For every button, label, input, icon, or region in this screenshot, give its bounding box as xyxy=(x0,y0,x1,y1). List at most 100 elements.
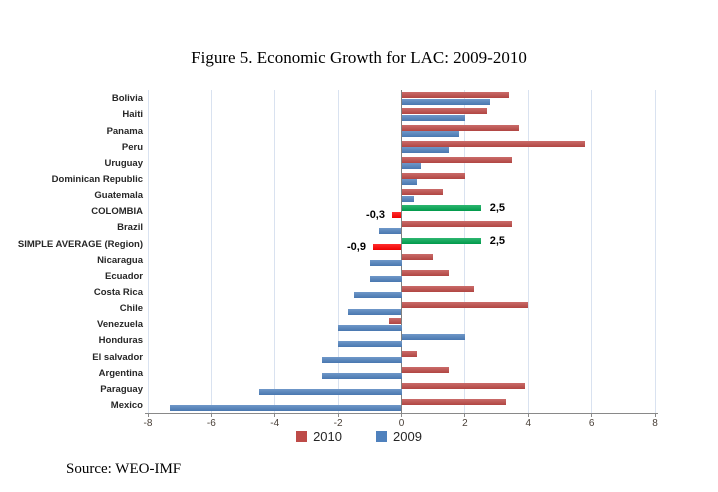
bar-2010-honduras xyxy=(401,334,465,341)
category-label-haiti: Haiti xyxy=(122,109,143,121)
bar-2010-ecuador xyxy=(401,269,450,276)
chart-title: Figure 5. Economic Growth for LAC: 2009-… xyxy=(191,48,527,67)
bar-2010-chile xyxy=(401,302,529,309)
legend-item-2010: 2010 xyxy=(296,429,342,444)
bar-2010-panama xyxy=(401,124,519,131)
bar-2010-costa-rica xyxy=(401,286,475,292)
category-label-ecuador: Ecuador xyxy=(104,270,143,282)
category-label-colombia: COLOMBIA xyxy=(91,206,143,218)
bar-2009-mexico xyxy=(170,405,402,412)
source-text: Source: WEO-IMF xyxy=(66,461,182,477)
category-label-chile: Chile xyxy=(119,303,143,315)
gridline xyxy=(210,90,212,413)
tick-mark xyxy=(654,413,656,417)
tick-label: -8 xyxy=(143,418,153,429)
tick-label: 2 xyxy=(462,418,468,429)
gridline xyxy=(527,90,529,413)
bar-2010-mexico xyxy=(401,399,507,406)
bar-2010-dominican-republic xyxy=(401,172,465,179)
bar-2009-colombia xyxy=(391,211,402,218)
category-label-venezuela: Venezuela xyxy=(97,319,143,331)
bar-2009-panama xyxy=(401,130,459,137)
tick-label: -6 xyxy=(206,418,216,429)
category-label-simple-average-region: SIMPLE AVERAGE (Region) xyxy=(17,238,143,250)
tick-mark xyxy=(591,413,593,417)
tick-label: 8 xyxy=(652,418,658,429)
category-label-mexico: Mexico xyxy=(110,400,143,412)
x-axis-line xyxy=(145,413,658,414)
plot-area: -8 -6 -4 -2 0 2 4 6 8 2,5 -0,3 2,5 -0,9 xyxy=(144,90,658,429)
tick-label: 4 xyxy=(525,418,532,429)
category-label-costa-rica: Costa Rica xyxy=(93,287,143,298)
bar-2009-argentina xyxy=(322,373,402,380)
bar-2010-bolivia xyxy=(401,92,510,99)
bar-2009-ecuador xyxy=(369,276,402,283)
category-label-guatemala: Guatemala xyxy=(94,190,143,202)
tick-label: 6 xyxy=(588,418,595,429)
category-label-panama: Panama xyxy=(106,125,143,137)
legend-swatch-2009 xyxy=(376,431,387,442)
category-axis-labels: Bolivia Haiti Panama Peru Uruguay Dominican R… xyxy=(0,90,143,413)
bar-2009-nicaragua xyxy=(369,260,402,267)
gridline xyxy=(654,90,656,413)
bar-2009-el-salvador xyxy=(322,357,402,363)
bar-2009-bolivia xyxy=(401,98,491,105)
legend: 2010 2009 xyxy=(0,429,718,444)
legend-swatch-2010 xyxy=(296,431,308,442)
bar-2010-peru xyxy=(401,140,586,147)
legend-item-2009: 2009 xyxy=(376,429,422,444)
data-label-2009-colombia: -0,3 xyxy=(366,208,385,221)
bar-2010-guatemala xyxy=(401,189,443,196)
tick-mark xyxy=(210,413,212,417)
bar-2009-brazil xyxy=(379,227,402,234)
bar-2010-simple-average-region xyxy=(401,237,481,244)
bar-2009-costa-rica xyxy=(353,292,402,299)
tick-mark xyxy=(274,413,276,417)
tick-mark xyxy=(527,413,529,417)
legend-label-2010: 2010 xyxy=(313,429,342,444)
bar-2009-chile xyxy=(347,308,402,315)
category-label-uruguay: Uruguay xyxy=(104,157,143,169)
bar-2009-honduras xyxy=(338,340,402,347)
bar-2010-el-salvador xyxy=(401,350,418,357)
gridline xyxy=(591,90,593,413)
data-label-2010-simple-average-region: 2,5 xyxy=(489,234,506,247)
category-label-el-salvador: El salvador xyxy=(92,351,143,363)
bar-2010-haiti xyxy=(401,108,488,115)
data-label-2009-simple-average-region: -0,9 xyxy=(347,240,366,253)
category-label-paraguay: Paraguay xyxy=(100,383,143,395)
category-label-brazil: Brazil xyxy=(117,222,143,234)
category-label-nicaragua: Nicaragua xyxy=(97,254,143,266)
tick-mark xyxy=(464,413,466,417)
bar-2009-haiti xyxy=(401,114,465,121)
bar-2010-argentina xyxy=(401,366,450,373)
category-label-peru: Peru xyxy=(121,141,143,153)
bar-2009-dominican-republic xyxy=(401,179,418,186)
bar-2009-simple-average-region xyxy=(372,243,402,250)
category-label-dominican-republic: Dominican Republic xyxy=(51,173,143,185)
data-label-2010-colombia: 2,5 xyxy=(489,202,506,215)
tick-label: -2 xyxy=(333,418,343,429)
bar-2009-peru xyxy=(401,147,450,154)
gridline xyxy=(274,90,276,413)
bar-2010-nicaragua xyxy=(401,253,434,260)
bar-2010-brazil xyxy=(401,221,513,228)
tick-label: 0 xyxy=(398,418,405,429)
zero-axis-line xyxy=(401,90,402,413)
bar-2010-uruguay xyxy=(401,156,513,163)
tick-mark xyxy=(337,413,339,417)
tick-label: -4 xyxy=(270,418,280,429)
tick-mark xyxy=(401,413,402,417)
gridline xyxy=(337,90,339,413)
category-label-argentina: Argentina xyxy=(98,367,143,379)
category-label-honduras: Honduras xyxy=(98,335,143,347)
tick-mark xyxy=(147,413,149,417)
gridline xyxy=(464,90,466,413)
legend-label-2009: 2009 xyxy=(393,429,422,444)
bar-2010-paraguay xyxy=(401,382,526,389)
bar-2009-guatemala xyxy=(401,195,415,202)
gridline xyxy=(147,90,149,413)
bar-2009-paraguay xyxy=(258,389,402,396)
bar-2009-venezuela xyxy=(338,324,402,331)
